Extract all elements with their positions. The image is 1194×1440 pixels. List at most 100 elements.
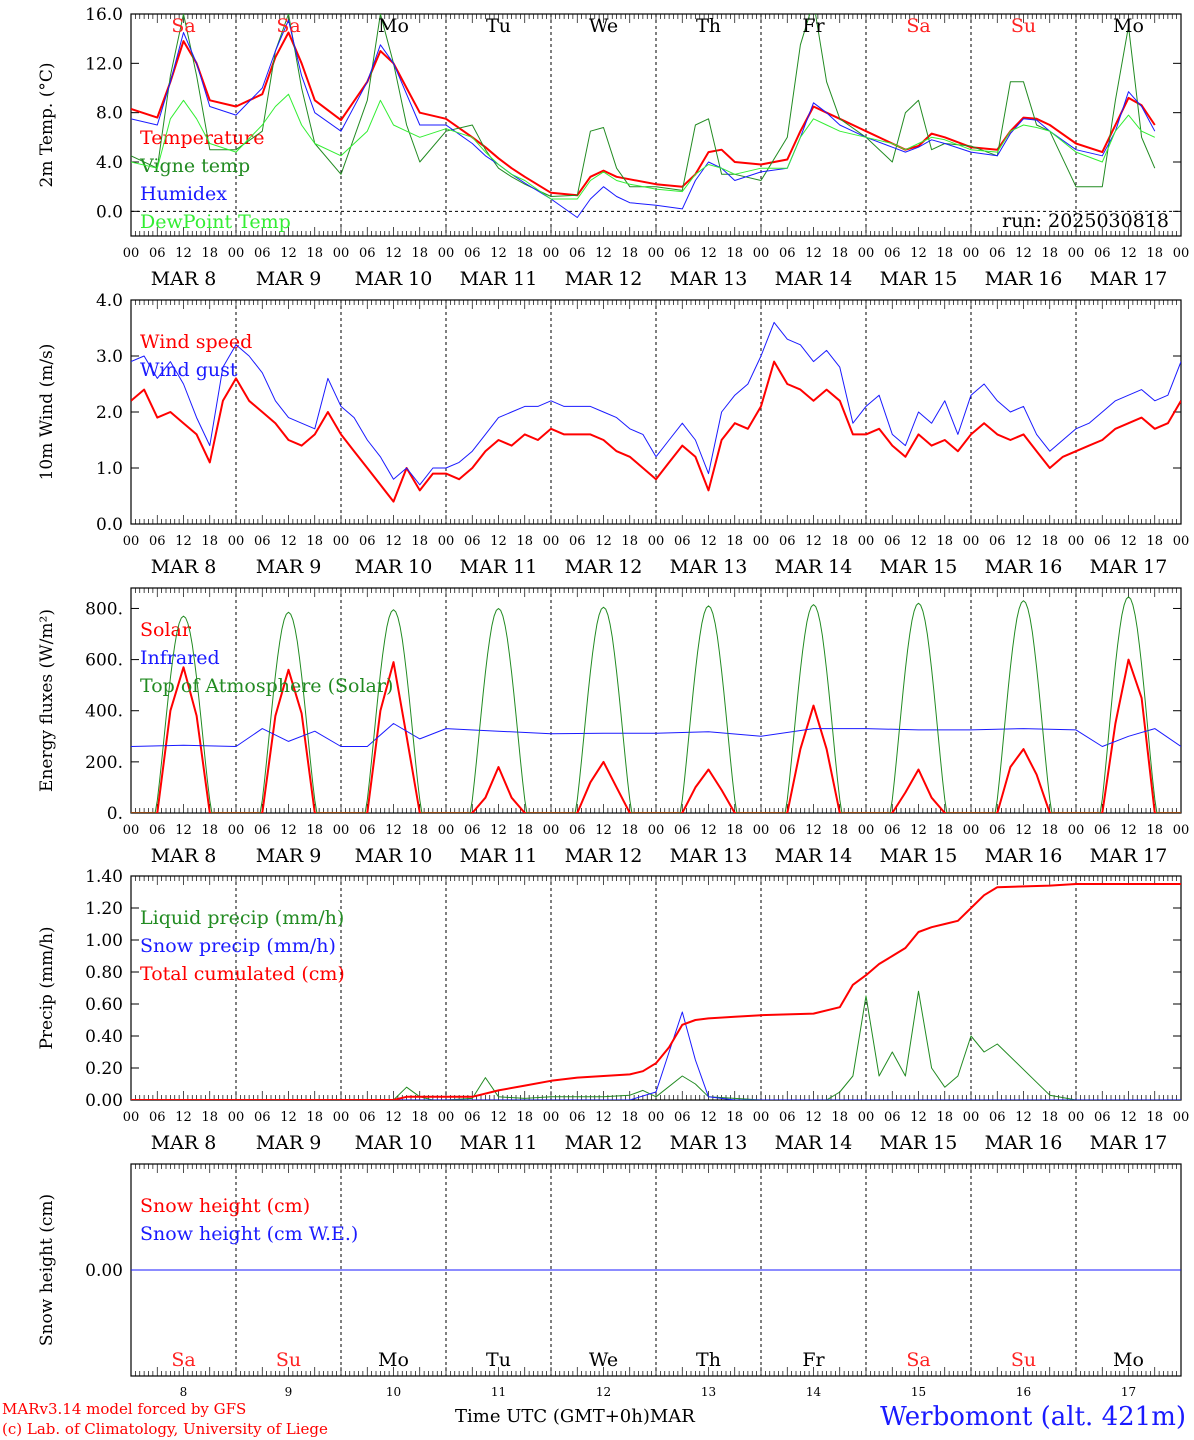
series-liquid-precip-mm-h [131, 990, 1181, 1100]
series-dewpoint-temp [131, 93, 1156, 200]
weekday-label: We [589, 15, 618, 37]
hour-label: 00 [543, 534, 560, 549]
hour-label: 00 [1173, 246, 1190, 261]
weekday-label: Sa [906, 15, 930, 37]
hour-label: 00 [543, 246, 560, 261]
hour-label: 18 [936, 534, 953, 549]
y-tick-label: 8.0 [96, 104, 123, 124]
day-date-label: MAR 12 [565, 1132, 643, 1154]
hour-label: 06 [884, 246, 901, 261]
hour-label: 06 [989, 1110, 1006, 1125]
hour-label: 00 [228, 823, 245, 838]
hour-label: 18 [411, 1110, 428, 1125]
hour-label: 06 [1094, 534, 1111, 549]
weekday-label: Su [1011, 1349, 1036, 1371]
hour-label: 06 [359, 246, 376, 261]
y-tick-label: 1.20 [85, 899, 123, 919]
hour-label: 06 [884, 534, 901, 549]
hour-label: 06 [464, 823, 481, 838]
weekday-label: Sa [906, 1349, 930, 1371]
hour-label: 06 [359, 534, 376, 549]
hour-label: 18 [201, 823, 218, 838]
hour-label: 00 [228, 246, 245, 261]
panel-frame-2 [130, 299, 1182, 525]
day-number-label: 13 [701, 1385, 716, 1399]
legend-entry: Snow precip (mm/h) [140, 935, 336, 957]
hour-label: 12 [700, 823, 717, 838]
day-date-label: MAR 13 [670, 1132, 748, 1154]
legend-entry: Total cumulated (cm) [140, 963, 345, 985]
day-number-label: 10 [386, 1385, 401, 1399]
hour-label: 06 [1094, 1110, 1111, 1125]
hour-label: 12 [385, 534, 402, 549]
y-tick-label: 0.00 [85, 1261, 123, 1281]
day-date-label: MAR 17 [1090, 556, 1168, 578]
day-number-label: 11 [491, 1385, 506, 1399]
hour-label: 12 [1120, 534, 1137, 549]
day-date-label: MAR 8 [151, 268, 217, 290]
weekday-label: Tu [486, 15, 511, 37]
hour-label: 12 [490, 246, 507, 261]
weekday-label: Fr [802, 1349, 825, 1371]
weekday-label: Sa [171, 15, 195, 37]
y-axis-label: Snow height (cm) [37, 1194, 57, 1346]
hour-label: 12 [805, 1110, 822, 1125]
y-tick-label: 0.0 [96, 515, 123, 535]
series-solar [131, 658, 1181, 813]
weekday-label: Th [696, 15, 721, 37]
hour-label: 12 [595, 534, 612, 549]
series-temperature [131, 31, 1156, 197]
y-tick-label: 4.0 [96, 153, 123, 173]
hour-label: 00 [543, 823, 560, 838]
hour-label: 06 [149, 246, 166, 261]
y-tick-label: 200. [85, 753, 123, 773]
hour-label: 18 [201, 1110, 218, 1125]
hour-label: 12 [175, 534, 192, 549]
hour-label: 18 [831, 246, 848, 261]
day-date-label: MAR 11 [460, 1132, 538, 1154]
hour-label: 12 [805, 246, 822, 261]
day-number-label: 12 [596, 1385, 611, 1399]
day-date-label: MAR 16 [985, 268, 1063, 290]
hour-label: 18 [516, 534, 533, 549]
legend-entry: Snow height (cm) [140, 1195, 310, 1217]
hour-label: 12 [700, 246, 717, 261]
hour-label: 00 [438, 823, 455, 838]
hour-label: 06 [569, 246, 586, 261]
y-tick-label: 12.0 [85, 54, 123, 74]
series-humidex [131, 19, 1156, 218]
hour-label: 06 [779, 246, 796, 261]
weekday-label: Mo [1113, 1349, 1144, 1371]
hour-label: 12 [1015, 823, 1032, 838]
hour-label: 00 [753, 823, 770, 838]
weekday-label: Mo [378, 15, 409, 37]
weekday-label: Sa [276, 15, 300, 37]
hour-label: 18 [306, 534, 323, 549]
hour-label: 18 [936, 823, 953, 838]
hour-label: 18 [306, 246, 323, 261]
weekday-label: Fr [802, 15, 825, 37]
legend-entry: Snow height (cm W.E.) [140, 1223, 358, 1245]
day-date-label: MAR 12 [565, 268, 643, 290]
day-date-label: MAR 15 [880, 268, 958, 290]
hour-label: 18 [726, 823, 743, 838]
hour-label: 00 [1068, 823, 1085, 838]
hour-label: 12 [280, 823, 297, 838]
day-date-label: MAR 11 [460, 845, 538, 867]
hour-label: 18 [1146, 1110, 1163, 1125]
hour-label: 06 [779, 534, 796, 549]
hour-label: 00 [963, 246, 980, 261]
hour-label: 00 [543, 1110, 560, 1125]
hour-label: 18 [1041, 534, 1058, 549]
hour-label: 00 [858, 534, 875, 549]
hour-label: 06 [1094, 246, 1111, 261]
y-tick-label: 1.40 [85, 867, 123, 887]
legend-entry: Wind speed [140, 331, 252, 353]
hour-label: 18 [726, 1110, 743, 1125]
hour-label: 00 [963, 823, 980, 838]
hour-label: 18 [201, 534, 218, 549]
hour-label: 06 [569, 534, 586, 549]
day-date-label: MAR 15 [880, 556, 958, 578]
hour-label: 00 [648, 823, 665, 838]
hour-label: 18 [516, 823, 533, 838]
